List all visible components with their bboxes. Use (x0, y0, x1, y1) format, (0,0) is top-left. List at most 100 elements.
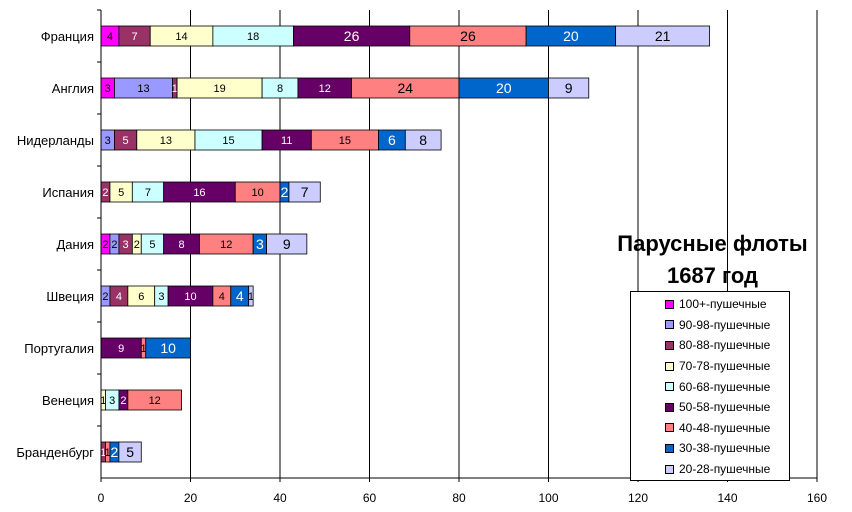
bar-data-label: 1 (140, 343, 146, 355)
bar-data-label: 20 (496, 80, 512, 96)
bar-segment (118, 441, 142, 463)
bar-data-label: 3 (158, 291, 164, 303)
legend: 100+-пушечные 90-98-пушечные 80-88-пушечны… (630, 291, 790, 481)
bar-data-label: 15 (222, 135, 234, 147)
x-tick-label: 0 (98, 491, 105, 505)
bar-segment (288, 181, 321, 203)
bar-data-label: 10 (252, 187, 264, 199)
bar-data-label: 9 (565, 80, 573, 96)
legend-label: 80-88-пушечные (679, 338, 771, 353)
bar-data-label: 26 (460, 28, 476, 44)
bar-data-label: 3 (105, 83, 111, 95)
legend-swatch (665, 361, 674, 371)
legend-label: 100+-пушечные (679, 297, 767, 312)
bar-data-label: 15 (339, 135, 351, 147)
x-tick-label: 160 (807, 491, 827, 505)
bar-data-label: 2 (111, 444, 119, 460)
bar-data-label: 7 (145, 187, 151, 199)
chart-title-line-1: Парусные флоты (617, 231, 808, 256)
bar-data-label: 21 (655, 28, 671, 44)
legend-label: 90-98-пушечные (679, 317, 771, 332)
x-tick-label: 100 (538, 491, 558, 505)
legend-swatch (665, 443, 674, 453)
bar-data-label: 14 (175, 31, 187, 43)
x-tick-label: 140 (717, 491, 737, 505)
bar-segment (127, 389, 182, 411)
bar-data-label: 2 (281, 184, 289, 200)
bar-data-label: 3 (256, 236, 264, 252)
legend-swatch (665, 423, 674, 433)
bar-data-label: 2 (111, 239, 117, 251)
bar-segment (266, 233, 308, 255)
bar-segment (404, 129, 442, 151)
bar-data-label: 2 (102, 239, 108, 251)
x-tick-label: 20 (184, 491, 198, 505)
bar-data-label: 5 (118, 187, 124, 199)
legend-swatch (665, 464, 674, 474)
legend-item: 30-38-пушечные (631, 438, 789, 459)
category-label: Нидерланды (17, 133, 94, 148)
category-label: Венеция (42, 393, 94, 408)
bar-data-label: 5 (149, 239, 155, 251)
legend-item: 90-98-пушечные (631, 315, 789, 336)
legend-label: 70-78-пушечные (679, 359, 771, 374)
legend-item: 60-68-пушечные (631, 376, 789, 397)
bar-data-label: 4 (107, 31, 113, 43)
legend-swatch (665, 402, 674, 412)
x-tick-label: 60 (363, 491, 377, 505)
legend-swatch (665, 340, 674, 350)
bar-data-label: 6 (388, 132, 396, 148)
bar-data-label: 1 (100, 395, 106, 407)
legend-item: 80-88-пушечные (631, 335, 789, 356)
bar-data-label: 7 (132, 31, 138, 43)
bar-data-label: 9 (118, 343, 124, 355)
bar-data-label: 19 (213, 83, 225, 95)
category-label: Швеция (46, 289, 94, 304)
bar-data-label: 7 (301, 184, 309, 200)
legend-item: 20-28-пушечные (631, 459, 789, 480)
bar-data-label: 3 (105, 135, 111, 147)
bar-data-label: 18 (247, 31, 259, 43)
bar-data-label: 16 (193, 187, 205, 199)
bar-data-label: 11 (281, 135, 292, 147)
bar-data-label: 8 (277, 83, 283, 95)
bar-data-label: 9 (283, 236, 291, 252)
axes: 0 20 40 60 80 100 120 140 160ФранцияАнглияНидерл… (16, 9, 827, 505)
category-label: Англия (52, 81, 94, 96)
bar-segment (615, 25, 710, 47)
category-label: Дания (56, 237, 94, 252)
legend-label: 60-68-пушечные (679, 379, 771, 394)
bar-data-label: 26 (344, 28, 360, 44)
bar-data-label: 10 (160, 340, 176, 356)
bar-data-label: 2 (102, 187, 108, 199)
bar-segment (145, 337, 191, 359)
bar-data-label: 12 (149, 395, 161, 407)
category-label: Испания (42, 185, 94, 200)
category-label: Бранденбург (16, 445, 94, 460)
bars: 4 7 14 18 26 26 20 213 13 1 19 8 12 24 20 93 5 13 15 11 15 6 8… (100, 25, 710, 463)
bar-data-label: 12 (319, 83, 331, 95)
bar-data-label: 2 (102, 291, 108, 303)
bar-data-label: 8 (178, 239, 184, 251)
bar-data-label: 20 (563, 28, 579, 44)
bar-data-label: 1 (100, 447, 106, 459)
legend-label: 40-48-пушечные (679, 420, 771, 435)
category-label: Франция (41, 29, 94, 44)
legend-item: 70-78-пушечные (631, 356, 789, 377)
bar-data-label: 5 (126, 444, 134, 460)
chart-title-line-2: 1687 год (666, 263, 759, 288)
bar-data-label: 1 (248, 291, 254, 303)
legend-swatch (665, 382, 674, 392)
legend-item: 100+-пушечные (631, 294, 789, 315)
bar-data-label: 10 (184, 291, 196, 303)
bar-data-label: 5 (123, 135, 129, 147)
chart-title: Парусные флоты 1687 год (575, 228, 850, 292)
legend-swatch (665, 299, 674, 309)
legend-item: 50-58-пушечные (631, 397, 789, 418)
bar-data-label: 1 (105, 447, 111, 459)
bar-data-label: 13 (160, 135, 172, 147)
bar-data-label: 24 (398, 80, 414, 96)
legend-swatch (665, 320, 674, 330)
bar-data-label: 12 (220, 239, 232, 251)
bar-data-label: 13 (137, 83, 149, 95)
